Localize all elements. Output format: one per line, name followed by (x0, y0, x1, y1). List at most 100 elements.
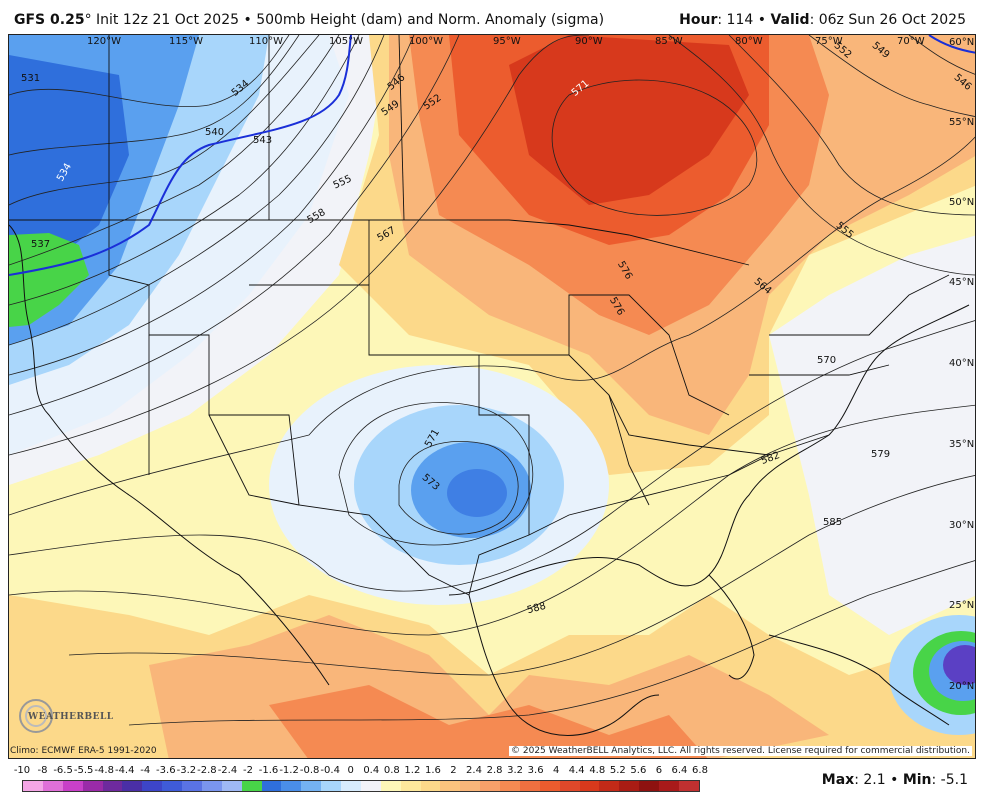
colorbar-tick-label: 1.6 (424, 765, 441, 776)
forecast-time: Hour: 114 • Valid: 06z Sun 26 Oct 2025 (679, 12, 966, 28)
colorbar-tick-label: 5.2 (609, 765, 626, 776)
colorbar-tick-label: 2.4 (466, 765, 482, 776)
colorbar-swatch (678, 781, 699, 791)
max-value: : 2.1 (854, 772, 886, 788)
contour-label: 540 (205, 127, 225, 138)
colorbar-tick-label: -2 (243, 765, 253, 776)
min-label: Min (902, 772, 932, 788)
lat-label: 35°N (949, 439, 975, 450)
product-name: 500mb Height (dam) and Norm. Anomaly (si… (256, 12, 605, 28)
colorbar-tick-label: 5.6 (630, 765, 647, 776)
colorbar-swatch (23, 781, 43, 791)
colorbar-tick-label: -1.6 (258, 765, 279, 776)
colorbar-swatch (380, 781, 401, 791)
weatherbell-logo (19, 699, 53, 733)
colorbar-swatch (559, 781, 580, 791)
colorbar-swatch (261, 781, 282, 791)
lat-label: 25°N (949, 600, 975, 611)
contour-label: 579 (871, 449, 891, 460)
contour-label: 531 (21, 73, 41, 84)
lon-label: 75°W (815, 36, 843, 47)
colorbar-tick-label: -6.5 (53, 765, 73, 776)
title-separator: • (239, 12, 257, 28)
colorbar-tick-label: -3.6 (156, 765, 176, 776)
map-header: GFS 0.25° Init 12z 21 Oct 2025 • 500mb H… (0, 0, 984, 34)
colorbar-tick-label: 4.8 (589, 765, 606, 776)
cutoff-low-core (447, 469, 507, 517)
colorbar-swatch (281, 781, 302, 791)
colorbar-tick-label: -2.4 (217, 765, 238, 776)
anomaly-green (9, 233, 89, 327)
colorbar-swatch (82, 781, 103, 791)
model-name: GFS 0.25 (14, 12, 85, 28)
max-min-separator: • (885, 772, 903, 788)
colorbar-swatch (619, 781, 640, 791)
contour-540-blue (9, 35, 352, 276)
valid-label: Valid (770, 12, 810, 28)
init-time: Init 12z 21 Oct 2025 (96, 12, 240, 28)
tropical-core (943, 645, 975, 685)
climo-note: Climo: ECMWF ERA-5 1991-2020 (10, 746, 157, 756)
min-value: : -5.1 (931, 772, 968, 788)
colorbar-swatch (221, 781, 242, 791)
height-contours (9, 35, 975, 726)
colorbar-tick-label: 1.2 (404, 765, 421, 776)
lat-label: 55°N (949, 117, 975, 128)
colorbar-swatch (142, 781, 163, 791)
lon-label: 70°W (897, 36, 925, 47)
colorbar-swatch (122, 781, 143, 791)
contour-label: 543 (253, 135, 273, 146)
colorbar-tick-label: -3.2 (176, 765, 197, 776)
colorbar-tick-label: -4 (140, 765, 151, 776)
colorbar-swatch (599, 781, 620, 791)
colorbar-tick-label: -8 (37, 765, 48, 776)
max-label: Max (821, 772, 855, 788)
map-title: GFS 0.25° Init 12z 21 Oct 2025 • 500mb H… (14, 12, 604, 28)
lon-label: 120°W (87, 36, 121, 47)
colorbar-swatch (162, 781, 182, 791)
colorbar (22, 780, 700, 792)
lat-label: 30°N (949, 520, 975, 531)
colorbar-tick-label: -10 (13, 765, 31, 776)
colorbar-tick-label: 2 (450, 765, 457, 776)
colorbar-swatch (321, 781, 341, 791)
lat-label: 45°N (949, 277, 975, 288)
political-boundaries (9, 35, 950, 596)
colorbar-tick-label: -2.8 (197, 765, 217, 776)
colorbar-swatch (360, 781, 381, 791)
colorbar-swatch (579, 781, 600, 791)
colorbar-tick-label: -4.8 (94, 765, 114, 776)
anomaly-red (509, 35, 749, 205)
max-min-readout: Max: 2.1 • Min: -5.1 (822, 772, 968, 788)
colorbar-tick-label: -1.2 (279, 765, 299, 776)
colorbar-swatch (182, 781, 202, 791)
colorbar-swatch (659, 781, 679, 791)
lon-label: 85°W (655, 36, 683, 47)
colorbar-tick-label: 3.2 (507, 765, 524, 776)
lat-label: 20°N (949, 681, 975, 692)
contour-label: 537 (31, 239, 51, 250)
colorbar-labels: -10 -8 -6.5 -5.5 -4.8 -4.4 -4 -3.6 -3.2 -2.8 -2.4-… (13, 765, 708, 779)
lat-label: 40°N (949, 358, 975, 369)
colorbar-swatch (420, 781, 441, 791)
contour-label: 585 (823, 517, 843, 528)
lon-label: 100°W (409, 36, 443, 47)
valid-separator: • (753, 12, 771, 28)
lon-label: 90°W (575, 36, 603, 47)
lon-label: 105°W (329, 36, 363, 47)
colorbar-tick-label: 4 (552, 765, 560, 776)
degree-symbol: ° (84, 12, 92, 28)
hour-value: : 114 (717, 12, 754, 28)
colorbar-swatch (62, 781, 83, 791)
anomaly-orange-south (269, 685, 708, 758)
colorbar-swatch (42, 781, 63, 791)
colorbar-swatch (241, 781, 262, 791)
lon-label: 110°W (249, 36, 283, 47)
colorbar-tick-label: -0.4 (320, 765, 340, 776)
colorbar-swatch (440, 781, 461, 791)
colorbar-swatch (539, 781, 560, 791)
lon-label: 115°W (169, 36, 203, 47)
colorbar-tick-label: 2.8 (486, 765, 503, 776)
lat-label: 60°N (949, 37, 975, 48)
colorbar-swatch (341, 781, 361, 791)
